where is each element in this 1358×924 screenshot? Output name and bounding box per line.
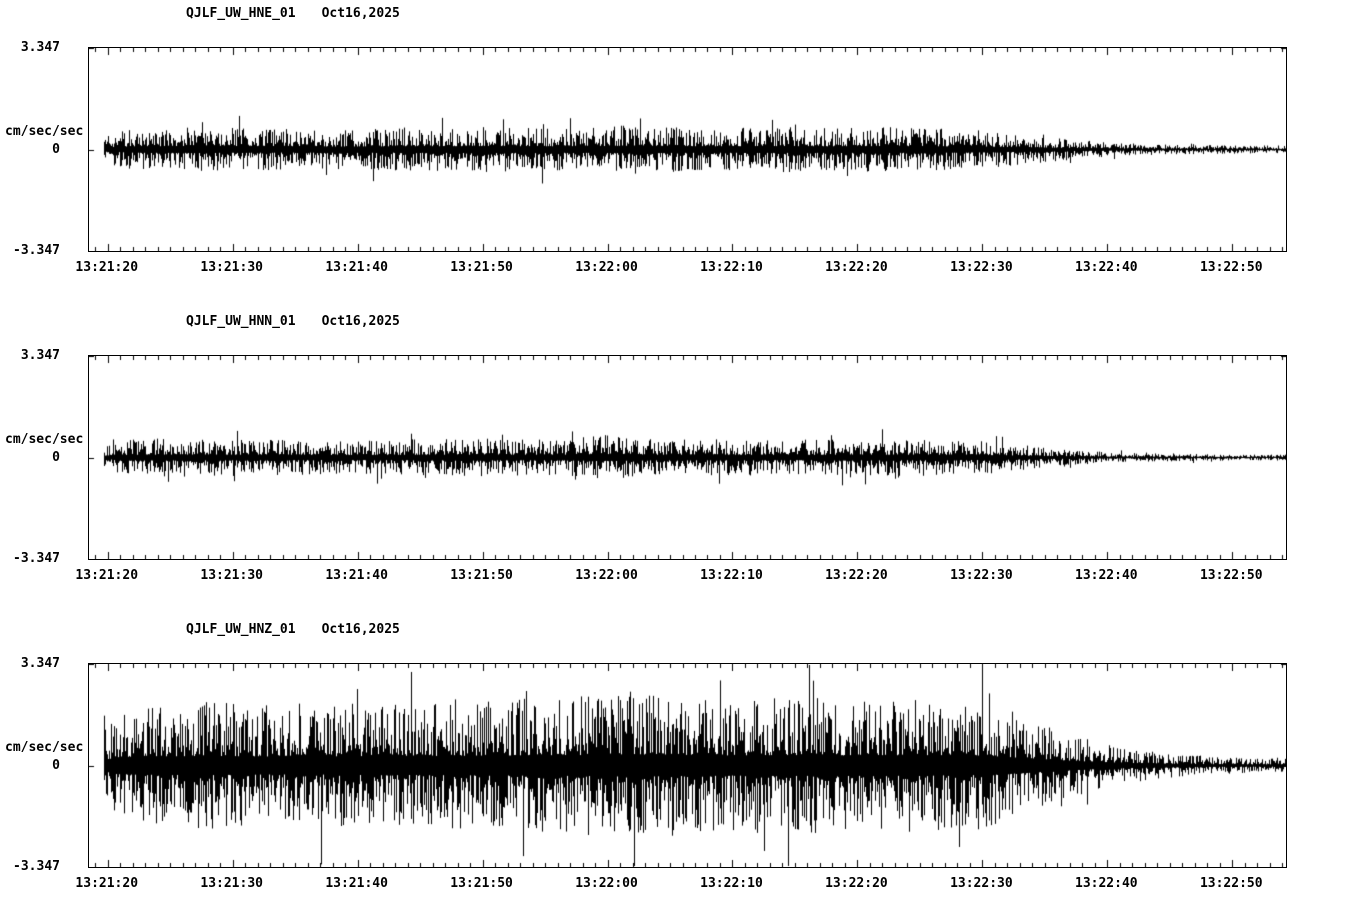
station-channel-label: QJLF_UW_HNE_01 (186, 6, 296, 21)
x-tick-label: 13:22:00 (575, 876, 638, 891)
x-tick-label: 13:21:50 (450, 568, 513, 583)
x-tick-label: 13:21:30 (200, 568, 263, 583)
x-tick-label: 13:22:00 (575, 260, 638, 275)
x-tick-label: 13:22:10 (700, 876, 763, 891)
x-tick-label: 13:21:30 (200, 260, 263, 275)
y-tick-label-max: 3.347 (20, 348, 60, 363)
x-tick-label: 13:21:40 (325, 568, 388, 583)
seismogram-panel-hne: QJLF_UW_HNE_01 Oct16,2025 3.347 cm/sec/se… (0, 0, 1358, 308)
x-tick-label: 13:22:20 (825, 876, 888, 891)
x-tick-label: 13:22:50 (1199, 568, 1263, 583)
x-tick-label: 13:21:20 (75, 876, 139, 891)
y-tick-label-max: 3.347 (20, 40, 60, 55)
y-tick-label-min: -3.347 (13, 243, 60, 258)
plot-area (88, 355, 1287, 560)
y-tick-label-min: -3.347 (13, 551, 60, 566)
x-tick-label: 13:22:10 (700, 568, 763, 583)
x-tick-label: 13:22:40 (1075, 568, 1138, 583)
x-tick-label: 13:21:40 (325, 260, 388, 275)
station-channel-label: QJLF_UW_HNZ_01 (186, 622, 296, 637)
x-tick-label: 13:21:50 (450, 260, 513, 275)
x-tick-label: 13:22:50 (1199, 260, 1263, 275)
x-tick-label: 13:21:30 (200, 876, 263, 891)
y-axis-units-label: cm/sec/sec (5, 124, 84, 139)
x-tick-label: 13:21:40 (325, 876, 388, 891)
y-tick-label-max: 3.347 (20, 656, 60, 671)
y-tick-label-zero: 0 (52, 142, 60, 157)
y-axis-units-label: cm/sec/sec (5, 740, 84, 755)
x-tick-label: 13:21:50 (450, 876, 513, 891)
y-tick-label-zero: 0 (52, 450, 60, 465)
plot-area (88, 663, 1287, 868)
y-tick-label-zero: 0 (52, 758, 60, 773)
x-tick-label: 13:22:10 (700, 260, 763, 275)
y-axis-units-label: cm/sec/sec (5, 432, 84, 447)
waveform-canvas (89, 664, 1286, 867)
x-tick-label: 13:22:40 (1075, 260, 1138, 275)
x-tick-label: 13:22:30 (950, 568, 1013, 583)
x-tick-label: 13:22:20 (825, 260, 888, 275)
waveform-canvas (89, 356, 1286, 559)
x-tick-label: 13:22:00 (575, 568, 638, 583)
x-tick-label: 13:22:40 (1075, 876, 1138, 891)
trace-title: QJLF_UW_HNE_01 Oct16,2025 (186, 6, 400, 21)
x-tick-label: 13:22:30 (950, 876, 1013, 891)
trace-title: QJLF_UW_HNZ_01 Oct16,2025 (186, 622, 400, 637)
date-label: Oct16,2025 (321, 6, 400, 21)
seismogram-panel-hnn: QJLF_UW_HNN_01 Oct16,2025 3.347 cm/sec/se… (0, 308, 1358, 616)
x-tick-label: 13:21:20 (75, 260, 139, 275)
x-tick-label: 13:22:50 (1199, 876, 1263, 891)
seismogram-panel-hnz: QJLF_UW_HNZ_01 Oct16,2025 3.347 cm/sec/se… (0, 616, 1358, 924)
date-label: Oct16,2025 (321, 314, 400, 329)
waveform-canvas (89, 48, 1286, 251)
date-label: Oct16,2025 (321, 622, 400, 637)
plot-area (88, 47, 1287, 252)
station-channel-label: QJLF_UW_HNN_01 (186, 314, 296, 329)
y-tick-label-min: -3.347 (13, 859, 60, 874)
x-tick-label: 13:21:20 (75, 568, 139, 583)
x-tick-label: 13:22:20 (825, 568, 888, 583)
x-tick-label: 13:22:30 (950, 260, 1013, 275)
trace-title: QJLF_UW_HNN_01 Oct16,2025 (186, 314, 400, 329)
